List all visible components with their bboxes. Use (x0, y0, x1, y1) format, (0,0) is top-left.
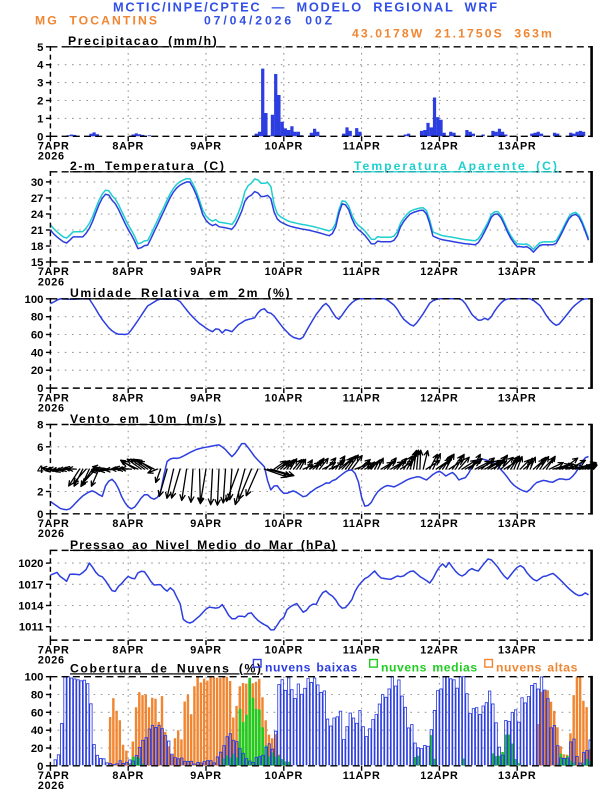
svg-text:0: 0 (37, 509, 43, 521)
svg-text:18: 18 (31, 241, 44, 253)
svg-text:3: 3 (37, 78, 43, 90)
svg-text:11APR: 11APR (343, 141, 381, 153)
svg-text:MG TOCANTINS: MG TOCANTINS (35, 14, 159, 28)
svg-text:11APR: 11APR (343, 770, 381, 782)
svg-text:43.0178W 21.1750S 363m: 43.0178W 21.1750S 363m (352, 27, 554, 41)
svg-text:13APR: 13APR (498, 518, 536, 530)
svg-text:1011: 1011 (19, 622, 44, 634)
svg-text:6: 6 (37, 442, 43, 454)
svg-text:9APR: 9APR (190, 770, 222, 782)
svg-text:10APR: 10APR (265, 266, 303, 278)
svg-text:11APR: 11APR (343, 518, 381, 530)
svg-text:9APR: 9APR (190, 518, 222, 530)
svg-text:7APR: 7APR (38, 392, 70, 404)
svg-text:21: 21 (31, 225, 44, 237)
svg-text:nuvens baixas: nuvens baixas (265, 660, 358, 674)
svg-text:8APR: 8APR (112, 770, 144, 782)
svg-text:13APR: 13APR (498, 392, 536, 404)
svg-text:Vento em 10m (m/s): Vento em 10m (m/s) (70, 412, 223, 426)
svg-text:10APR: 10APR (265, 141, 303, 153)
svg-text:4: 4 (37, 464, 44, 476)
svg-text:0: 0 (37, 131, 43, 143)
svg-text:07/04/2026 00Z: 07/04/2026 00Z (204, 14, 335, 28)
svg-text:nuvens medias: nuvens medias (381, 660, 478, 674)
svg-text:0: 0 (37, 761, 43, 773)
svg-text:20: 20 (31, 365, 44, 377)
svg-text:60: 60 (31, 707, 44, 719)
svg-text:30: 30 (31, 177, 44, 189)
svg-text:2026: 2026 (38, 780, 65, 792)
svg-text:60: 60 (31, 330, 44, 342)
svg-text:8APR: 8APR (112, 392, 144, 404)
svg-text:2026: 2026 (38, 528, 65, 540)
svg-text:13APR: 13APR (498, 266, 536, 278)
svg-text:40: 40 (31, 725, 44, 737)
svg-text:24: 24 (31, 209, 44, 221)
svg-text:8APR: 8APR (112, 644, 144, 656)
svg-text:12APR: 12APR (420, 644, 458, 656)
svg-text:Umidade Relativa em 2m (%): Umidade Relativa em 2m (%) (70, 286, 291, 300)
svg-text:8: 8 (37, 420, 43, 432)
svg-text:40: 40 (31, 347, 44, 359)
svg-text:9APR: 9APR (190, 644, 222, 656)
svg-text:12APR: 12APR (420, 392, 458, 404)
svg-text:2: 2 (37, 487, 43, 499)
svg-text:12APR: 12APR (420, 770, 458, 782)
svg-text:27: 27 (31, 193, 44, 205)
svg-text:2: 2 (37, 96, 43, 108)
svg-text:20: 20 (31, 743, 44, 755)
svg-text:11APR: 11APR (343, 266, 381, 278)
svg-text:7APR: 7APR (38, 770, 70, 782)
svg-text:2026: 2026 (38, 655, 65, 667)
svg-text:13APR: 13APR (498, 141, 536, 153)
svg-text:2-m Temperatura (C): 2-m Temperatura (C) (70, 159, 226, 173)
svg-text:10APR: 10APR (265, 644, 303, 656)
svg-text:12APR: 12APR (420, 266, 458, 278)
svg-text:4: 4 (37, 60, 44, 72)
svg-text:10APR: 10APR (265, 770, 303, 782)
svg-text:MCTIC/INPE/CPTEC — MODELO REGI: MCTIC/INPE/CPTEC — MODELO REGIONAL WRF (113, 0, 499, 15)
svg-text:9APR: 9APR (190, 392, 222, 404)
svg-text:100: 100 (25, 294, 44, 306)
svg-text:8APR: 8APR (112, 518, 144, 530)
svg-text:nuvens altas: nuvens altas (496, 660, 578, 674)
svg-text:7APR: 7APR (38, 266, 70, 278)
svg-text:5: 5 (37, 42, 43, 54)
svg-text:10APR: 10APR (265, 392, 303, 404)
svg-text:11APR: 11APR (343, 644, 381, 656)
svg-text:8APR: 8APR (112, 141, 144, 153)
svg-text:12APR: 12APR (420, 141, 458, 153)
svg-text:1: 1 (37, 113, 43, 125)
svg-text:Precipitacao (mm/h): Precipitacao (mm/h) (68, 34, 218, 48)
svg-text:1017: 1017 (18, 579, 43, 591)
svg-text:11APR: 11APR (343, 392, 381, 404)
svg-text:13APR: 13APR (498, 770, 536, 782)
svg-text:Cobertura de Nuvens (%): Cobertura de Nuvens (%) (70, 661, 263, 675)
svg-text:9APR: 9APR (190, 141, 222, 153)
svg-text:80: 80 (31, 312, 44, 324)
svg-text:15: 15 (31, 257, 44, 269)
svg-text:2026: 2026 (38, 276, 65, 288)
svg-text:12APR: 12APR (420, 518, 458, 530)
svg-text:8APR: 8APR (112, 266, 144, 278)
svg-text:0: 0 (37, 383, 43, 395)
svg-text:9APR: 9APR (190, 266, 222, 278)
svg-text:1014: 1014 (18, 601, 44, 613)
svg-text:7APR: 7APR (38, 644, 70, 656)
svg-text:Temperatura Aparente (C): Temperatura Aparente (C) (354, 159, 559, 173)
svg-text:7APR: 7APR (38, 141, 70, 153)
svg-text:1020: 1020 (18, 558, 43, 570)
svg-text:80: 80 (31, 690, 44, 702)
svg-text:10APR: 10APR (265, 518, 303, 530)
svg-text:7APR: 7APR (38, 518, 70, 530)
svg-text:2026: 2026 (38, 151, 65, 163)
svg-text:Pressao ao Nivel Medio do Mar: Pressao ao Nivel Medio do Mar (hPa) (70, 538, 337, 552)
svg-text:13APR: 13APR (498, 644, 536, 656)
svg-text:100: 100 (25, 672, 44, 684)
svg-text:2026: 2026 (38, 403, 65, 415)
